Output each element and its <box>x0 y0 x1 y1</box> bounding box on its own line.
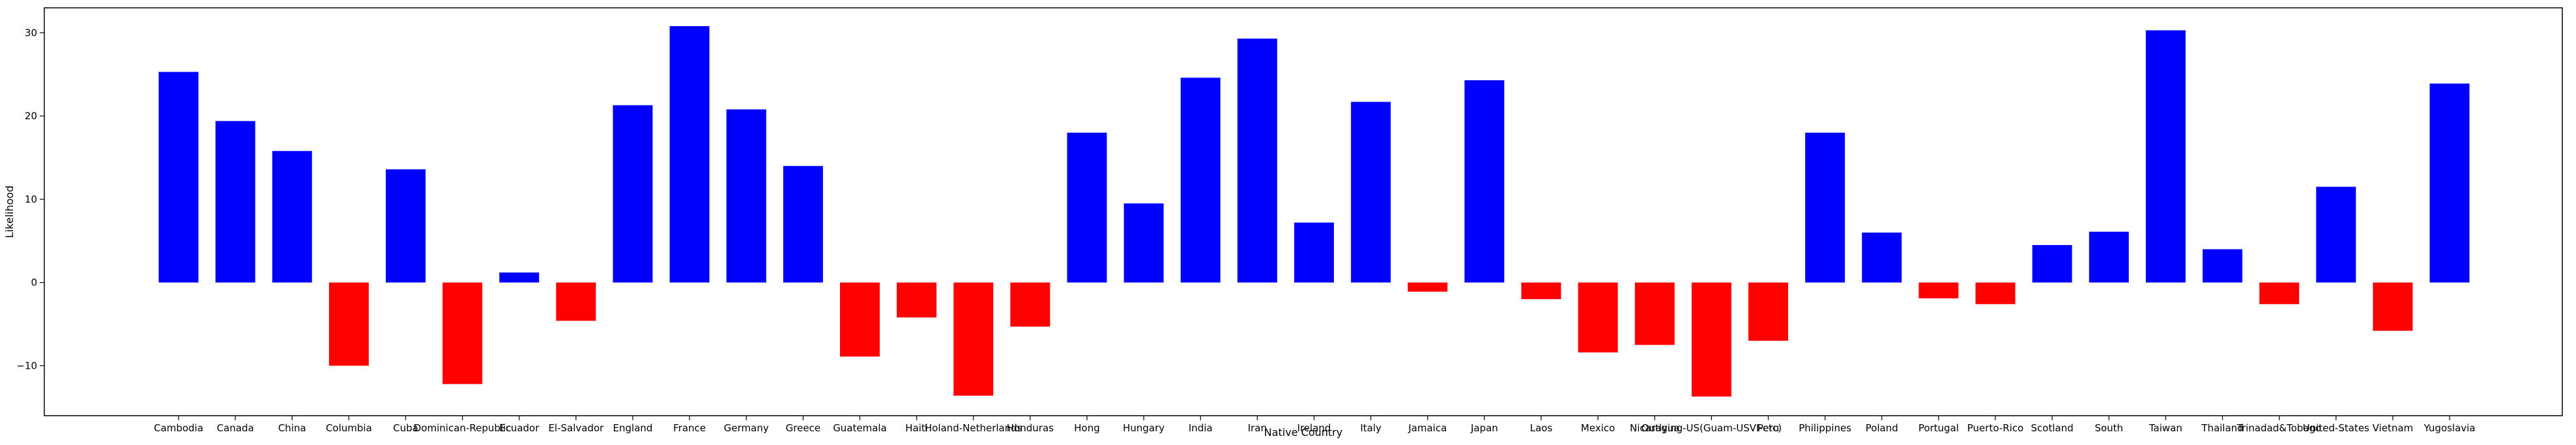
x-tick-label-taiwan: Taiwan <box>2149 422 2182 434</box>
x-tick-label-south: South <box>2094 422 2123 434</box>
plot-frame <box>44 7 2563 416</box>
x-tick-label-italy: Italy <box>1360 422 1382 434</box>
x-tick-label-united-states: United-States <box>2303 422 2369 434</box>
x-tick-label-haiti: Haiti <box>905 422 928 434</box>
bar-poland <box>1862 232 1902 283</box>
y-tick-label: 30 <box>25 27 37 38</box>
bar-england <box>613 105 653 283</box>
bar-south <box>2089 231 2129 283</box>
y-tick-label: 10 <box>25 194 37 205</box>
bar-ireland <box>1294 222 1334 283</box>
x-tick-label-poland: Poland <box>1866 422 1898 434</box>
x-tick-label-columbia: Columbia <box>326 422 372 434</box>
bar-cambodia <box>158 72 199 283</box>
x-tick-label-greece: Greece <box>786 422 820 434</box>
bars-layer <box>158 26 2470 397</box>
x-tick-label-france: France <box>673 422 706 434</box>
bar-dominican-republic <box>442 282 483 384</box>
x-tick-label-portugal: Portugal <box>1918 422 1959 434</box>
bar-germany <box>726 109 766 283</box>
bar-holand-netherlands <box>953 282 994 396</box>
bar-india <box>1180 78 1221 283</box>
x-tick-label-ecuador: Ecuador <box>499 422 540 434</box>
y-tick-label: 20 <box>25 110 37 122</box>
x-tick-label-vietnam: Vietnam <box>2373 422 2414 434</box>
x-tick-label-cuba: Cuba <box>393 422 418 434</box>
bar-greece <box>783 165 823 283</box>
x-tick-label-iran: Iran <box>1248 422 1267 434</box>
x-tick-label-scotland: Scotland <box>2031 422 2074 434</box>
x-tick-label-philippines: Philippines <box>1799 422 1851 434</box>
bar-el-salvador <box>556 282 596 321</box>
x-axis-title: Native Country <box>1264 426 1342 438</box>
bar-nicaragua <box>1634 282 1675 345</box>
x-tick-label-japan: Japan <box>1470 422 1498 434</box>
x-tick-label-hong: Hong <box>1074 422 1100 434</box>
bar-mexico <box>1578 282 1618 352</box>
x-tick-label-honduras: Honduras <box>1007 422 1054 434</box>
bar-trinadad-tobago <box>2259 282 2300 304</box>
x-tick-label-laos: Laos <box>1530 422 1553 434</box>
bar-puerto-rico <box>1975 282 2016 304</box>
bar-guatemala <box>840 282 880 357</box>
x-tick-label-peru: Peru <box>1758 422 1779 434</box>
bar-iran <box>1237 38 1277 283</box>
bar-jamaica <box>1408 282 1448 292</box>
x-tick-label-nicaragua: Nicaragua <box>1630 422 1679 434</box>
y-axis-title: Likelihood <box>3 186 16 238</box>
x-tick-label-dominican-republic: Dominican-Republic <box>414 422 512 434</box>
x-tick-label-ireland: Ireland <box>1297 422 1331 434</box>
x-tick-label-puerto-rico: Puerto-Rico <box>1967 422 2023 434</box>
bar-taiwan <box>2145 30 2186 283</box>
x-tick-label-china: China <box>278 422 306 434</box>
x-tick-label-holand-netherlands: Holand-Netherlands <box>925 422 1022 434</box>
bar-thailand <box>2203 249 2242 283</box>
x-tick-label-trinadad-tobago: Trinadad&Tobago <box>2236 422 2321 434</box>
x-tick-label-cambodia: Cambodia <box>154 422 203 434</box>
bar-hungary <box>1123 203 1164 283</box>
bar-china <box>272 151 312 283</box>
x-tick-label-india: India <box>1189 422 1213 434</box>
bar-philippines <box>1805 132 1845 283</box>
x-tick-label-england: England <box>613 422 653 434</box>
bar-columbia <box>328 282 369 366</box>
x-tick-label-yugoslavia: Yugoslavia <box>2423 422 2475 434</box>
x-tick-label-hungary: Hungary <box>1123 422 1165 434</box>
x-tick-label-guatemala: Guatemala <box>833 422 887 434</box>
bar-cuba <box>386 169 426 283</box>
bar-japan <box>1464 80 1505 283</box>
x-tick-label-germany: Germany <box>724 422 769 434</box>
bar-italy <box>1351 102 1391 283</box>
x-tick-label-thailand: Thailand <box>2201 422 2243 434</box>
x-tick-label-jamaica: Jamaica <box>1408 422 1447 434</box>
bar-outlying-us-guam-usvi-etc <box>1691 282 1731 397</box>
bar-portugal <box>1918 282 1959 298</box>
bar-honduras <box>1010 282 1050 327</box>
x-ticks: Cambodia Canada China Columbia CubaDominican… <box>154 416 2476 434</box>
x-tick-label-canada: Canada <box>217 422 254 434</box>
bar-yugoslavia <box>2429 83 2470 283</box>
bar-hong <box>1067 132 1107 283</box>
bar-laos <box>1521 282 1561 300</box>
bar-france <box>669 26 710 283</box>
x-tick-label-el-salvador: El-Salvador <box>548 422 604 434</box>
bar-peru <box>1748 282 1788 341</box>
bar-scotland <box>2032 245 2072 283</box>
bar-haiti <box>897 282 937 318</box>
x-tick-label-mexico: Mexico <box>1581 422 1615 434</box>
y-tick-label: 0 <box>31 277 37 289</box>
y-ticks: −10 0 10 20 30 <box>16 27 44 371</box>
bar-united-states <box>2316 186 2356 283</box>
bar-vietnam <box>2373 282 2413 331</box>
bar-canada <box>215 121 255 283</box>
bar-ecuador <box>499 272 540 283</box>
y-tick-label: −10 <box>16 360 37 371</box>
x-tick-label-outlying-us-guam-usvi-etc: Outlying-US(Guam-USVI-etc) <box>1642 422 1782 434</box>
